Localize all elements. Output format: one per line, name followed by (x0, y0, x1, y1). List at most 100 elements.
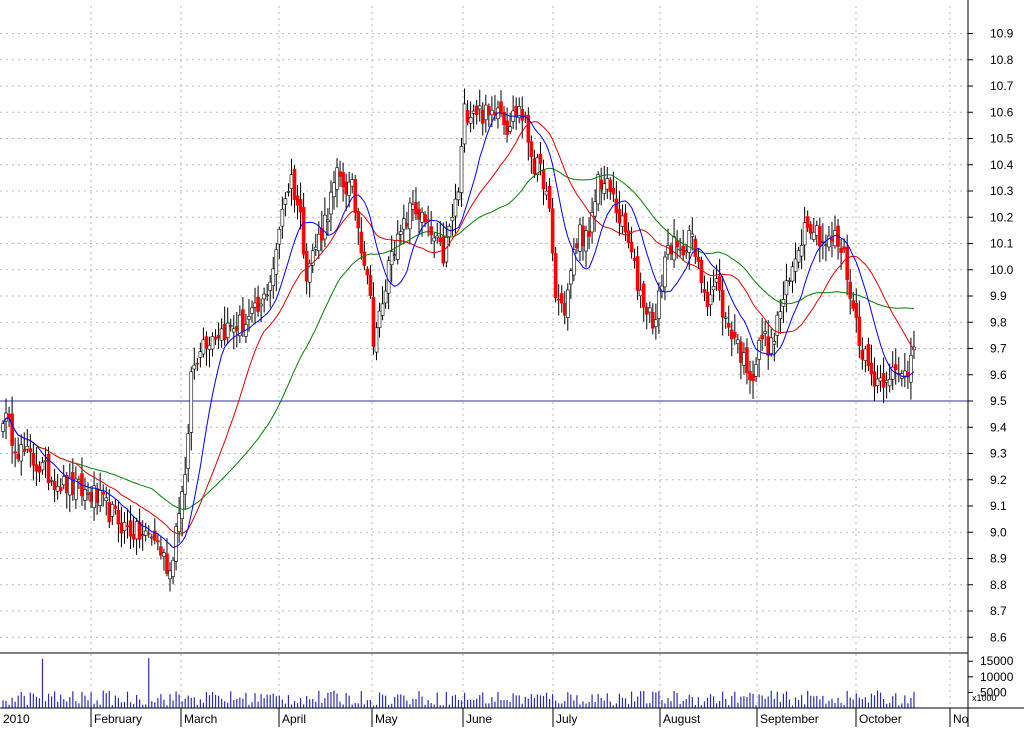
candle-up (796, 246, 801, 269)
candle-body (359, 231, 364, 254)
candle-body (402, 218, 406, 230)
candle-body (198, 351, 203, 358)
candle-up (605, 167, 610, 199)
candle-body (89, 491, 93, 502)
candle-body (77, 479, 81, 482)
candle-up (638, 272, 643, 309)
candle-body (329, 191, 333, 215)
candle-body (207, 344, 212, 350)
candle-up (811, 217, 816, 243)
candle-body (599, 179, 603, 190)
candle-body (508, 126, 512, 132)
candle-down (119, 506, 124, 548)
candle-down (854, 288, 859, 333)
candle-body (723, 316, 728, 319)
candle-body (216, 334, 221, 339)
candle-body (389, 251, 394, 265)
candle-body (423, 214, 427, 223)
candle-down (414, 187, 418, 220)
candle-body (487, 106, 491, 116)
candle-body (690, 233, 695, 237)
candle-body (210, 336, 215, 350)
candle-body (122, 522, 127, 531)
candle-body (171, 559, 175, 577)
candle-down (153, 518, 157, 545)
candle-up (484, 94, 488, 133)
candle-body (341, 172, 345, 188)
candle-up (578, 217, 582, 262)
candle-body (845, 246, 849, 280)
candle-body (696, 256, 701, 262)
candle-up (92, 471, 96, 521)
candle-down (222, 306, 227, 346)
candle-down (805, 210, 810, 232)
candle-body (377, 310, 382, 328)
candle-down (514, 97, 518, 130)
candle-body (247, 316, 251, 320)
candle-up (168, 562, 172, 592)
candle-body (569, 270, 573, 285)
candle-up (432, 232, 436, 259)
candle-down (726, 305, 731, 336)
candle-body (426, 219, 430, 222)
candle-body (869, 362, 874, 375)
candle-up (310, 243, 315, 274)
candle-body (702, 288, 707, 293)
candle-body (134, 521, 139, 540)
candle-body (711, 286, 716, 291)
candle-body (61, 476, 66, 486)
candle-body (535, 157, 540, 176)
candle-body (675, 240, 679, 248)
candle-body (13, 451, 17, 454)
candle-up (590, 197, 594, 244)
candle-body (46, 453, 51, 484)
candle-body (602, 183, 607, 194)
candle-down (541, 159, 546, 206)
candle-down (341, 162, 345, 202)
candle-body (228, 325, 233, 327)
candle-up (177, 496, 181, 543)
candle-down (241, 296, 245, 338)
candle-body (605, 178, 610, 190)
candle-down (295, 185, 300, 220)
candle-down (405, 211, 409, 230)
candle-body (550, 208, 555, 254)
candle-body (736, 339, 740, 344)
candle-body (647, 307, 652, 313)
price-tick-label: 9.7 (990, 342, 1007, 356)
candle-down (128, 505, 133, 549)
candle-body (729, 329, 734, 340)
candle-body (128, 520, 133, 537)
candle-body (575, 243, 579, 249)
candle-down (526, 107, 531, 161)
candle-body (523, 114, 528, 117)
volume-layer (2, 658, 915, 708)
candle-body (784, 280, 789, 296)
candle-down (89, 485, 93, 509)
candle-up (909, 337, 913, 400)
candle-body (641, 283, 646, 308)
candle-body (471, 110, 476, 114)
candle-body (289, 174, 294, 189)
candle-down (417, 201, 421, 235)
candle-down (46, 446, 51, 491)
price-tick-label: 8.6 (990, 630, 1007, 644)
candle-body (222, 323, 227, 340)
candle-down (705, 281, 710, 316)
candle-body (37, 466, 42, 473)
candle-body (253, 302, 257, 308)
month-label: September (760, 712, 819, 726)
candle-up (198, 342, 203, 368)
candle-up (253, 287, 257, 325)
month-label: October (859, 712, 902, 726)
candle-body (417, 208, 421, 220)
candle-down (480, 102, 485, 136)
candle-body (140, 534, 145, 536)
candle-up (887, 363, 892, 393)
candle-down (869, 344, 874, 386)
candle-body (821, 240, 825, 243)
candle-up (723, 311, 728, 329)
candle-body (335, 167, 339, 190)
candle-body (611, 188, 616, 195)
